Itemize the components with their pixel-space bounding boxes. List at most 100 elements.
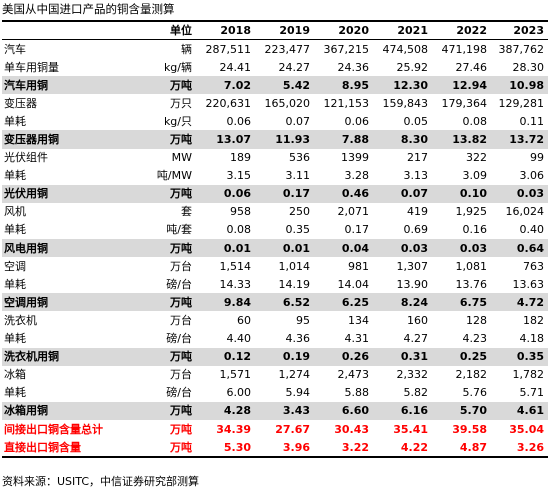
row-value: 24.36	[337, 60, 370, 74]
row-value: 160	[407, 313, 428, 327]
row-value: 2,071	[337, 205, 370, 219]
row-value: 0.64	[491, 239, 548, 258]
row-value: 4.87	[432, 438, 491, 459]
row-value: 9.84	[196, 293, 255, 312]
header-year: 2021	[373, 20, 432, 40]
row-label: 风电用铜	[2, 239, 120, 258]
row-value: 27.67	[275, 422, 310, 436]
row-value: 30.43	[334, 422, 369, 436]
row-value: 387,762	[498, 42, 545, 56]
row-value: 0.40	[519, 223, 545, 237]
row-label: 冰箱	[4, 368, 26, 382]
table-row: 变压器用铜 万吨 13.07 11.93 7.88 8.30 13.82 13.72	[2, 130, 548, 149]
row-unit: 辆	[181, 42, 192, 56]
row-value: 2,473	[337, 368, 370, 382]
row-value: 220,631	[205, 96, 252, 110]
row-value: 13.82	[432, 130, 491, 149]
row-value: 3.22	[314, 438, 373, 459]
row-unit: kg/辆	[163, 60, 192, 74]
table-row: 变压器 万只 220,631 165,020 121,153 159,843 179,364…	[2, 94, 548, 112]
table-row: 空调 万台 1,514 1,014 981 1,307 1,081 763	[2, 257, 548, 275]
row-value: 128	[466, 313, 487, 327]
table-row: 洗衣机 万台 60 95 134 160 128 182	[2, 311, 548, 329]
row-value: 25.92	[396, 60, 429, 74]
table-row: 单车用铜量 kg/辆 24.41 24.27 24.36 25.92 27.46 28.30	[2, 58, 548, 76]
header-year: 2019	[255, 20, 314, 40]
row-value: 14.04	[337, 277, 370, 291]
row-value: 3.43	[255, 401, 314, 420]
row-value: 4.23	[462, 332, 488, 346]
row-value: 24.27	[278, 60, 311, 74]
row-value: 6.52	[255, 293, 314, 312]
row-unit: 吨/MW	[156, 169, 192, 183]
row-label: 空调用铜	[2, 293, 120, 312]
row-value: 4.40	[226, 332, 252, 346]
row-unit: 万吨	[120, 347, 196, 366]
row-value: 4.18	[519, 332, 545, 346]
row-value: 39.58	[452, 422, 487, 436]
row-label: 单耗	[4, 386, 26, 400]
row-value: 6.75	[432, 293, 491, 312]
row-value: 3.13	[403, 169, 429, 183]
row-value: 0.11	[519, 114, 545, 128]
row-value: 5.70	[432, 401, 491, 420]
row-unit: MW	[171, 151, 192, 165]
row-value: 14.33	[219, 277, 252, 291]
row-unit: 万台	[170, 313, 192, 327]
row-value: 182	[523, 313, 544, 327]
row-label: 光伏用铜	[2, 184, 120, 203]
row-value: 1,014	[278, 259, 311, 273]
row-label: 汽车	[4, 42, 26, 56]
row-value: 1,925	[455, 205, 488, 219]
row-label: 间接出口铜含量总计	[4, 422, 103, 436]
source-note: 资料来源：USITC，中信证券研究部测算	[2, 475, 200, 488]
row-value: 1,274	[278, 368, 311, 382]
row-value: 0.06	[196, 184, 255, 203]
row-value: 24.41	[219, 60, 252, 74]
row-value: 7.02	[196, 76, 255, 95]
row-value: 0.16	[462, 223, 488, 237]
row-unit: 万台	[170, 368, 192, 382]
row-label: 洗衣机	[4, 313, 37, 327]
table-row: 汽车用铜 万吨 7.02 5.42 8.95 12.30 12.94 10.98	[2, 76, 548, 95]
row-value: 16,024	[505, 205, 545, 219]
row-value: 0.03	[432, 239, 491, 258]
row-label: 单耗	[4, 169, 26, 183]
table-title: 美国从中国进口产品的铜含量测算	[2, 2, 175, 16]
row-label: 单车用铜量	[4, 60, 59, 74]
table-row: 冰箱用铜 万吨 4.28 3.43 6.60 6.16 5.70 4.61	[2, 401, 548, 420]
row-unit: 万吨	[120, 76, 196, 95]
row-value: 0.69	[403, 223, 429, 237]
row-value: 223,477	[264, 42, 311, 56]
row-label: 单耗	[4, 223, 26, 237]
row-value: 0.35	[491, 347, 548, 366]
row-value: 1,782	[512, 368, 545, 382]
copper-content-table: 单位 2018 2019 2020 2021 2022 2023 汽车 辆 287,…	[2, 20, 548, 459]
row-value: 99	[530, 151, 544, 165]
row-value: 13.07	[196, 130, 255, 149]
row-value: 2,182	[455, 368, 488, 382]
row-value: 287,511	[205, 42, 252, 56]
row-value: 13.76	[455, 277, 488, 291]
row-label: 风机	[4, 205, 26, 219]
table-row: 间接出口铜含量总计 万吨 34.39 27.67 30.43 35.41 39.58 35.0…	[2, 420, 548, 438]
row-label: 洗衣机用铜	[2, 347, 120, 366]
row-value: 1,571	[219, 368, 252, 382]
row-value: 95	[296, 313, 310, 327]
row-value: 0.26	[314, 347, 373, 366]
row-value: 8.24	[373, 293, 432, 312]
row-value: 1,514	[219, 259, 252, 273]
table-row: 冰箱 万台 1,571 1,274 2,473 2,332 2,182 1,782	[2, 366, 548, 384]
header-year: 2023	[491, 20, 548, 40]
row-value: 471,198	[441, 42, 488, 56]
row-label: 光伏组件	[4, 151, 48, 165]
row-value: 3.28	[344, 169, 370, 183]
row-value: 4.31	[344, 332, 370, 346]
row-unit: 万台	[170, 259, 192, 273]
row-value: 0.46	[314, 184, 373, 203]
table-row: 单耗 磅/台 14.33 14.19 14.04 13.90 13.76 13.63	[2, 275, 548, 293]
row-value: 6.16	[373, 401, 432, 420]
row-value: 5.71	[519, 386, 545, 400]
row-value: 0.08	[462, 114, 488, 128]
row-value: 958	[230, 205, 251, 219]
